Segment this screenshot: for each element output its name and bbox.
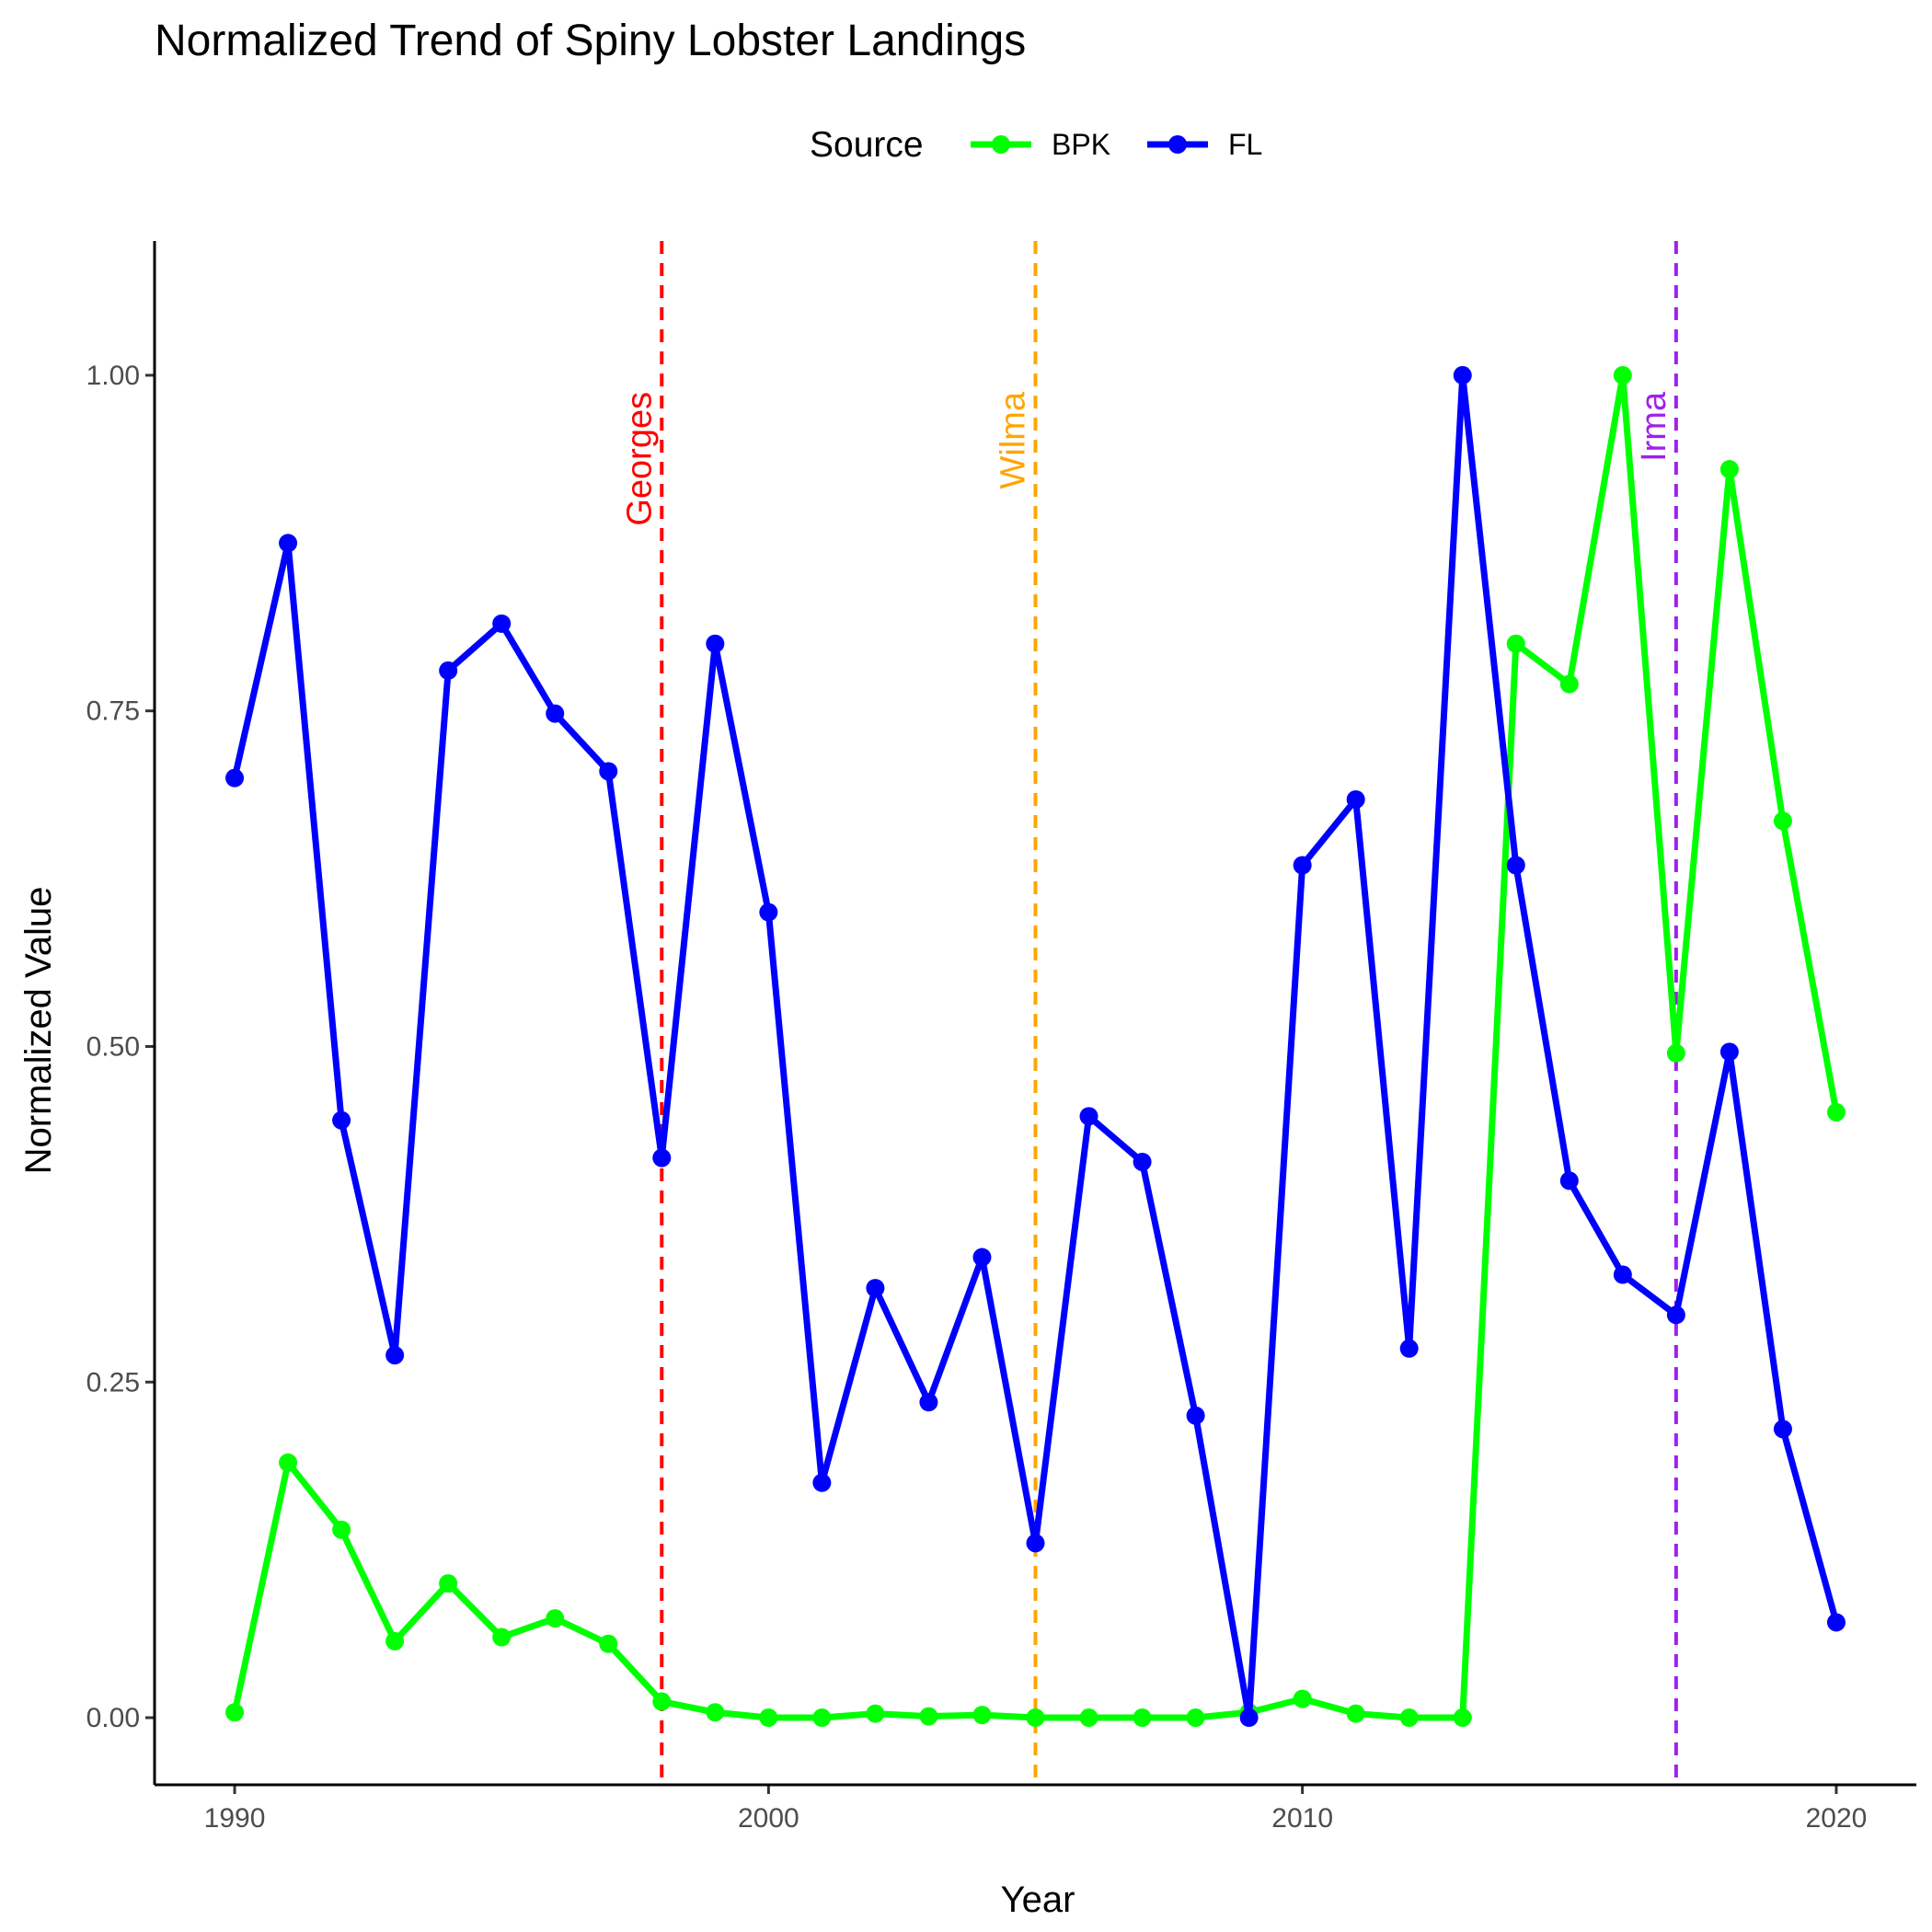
legend-label-fl: FL xyxy=(1228,128,1262,161)
y-tick-label: 0.00 xyxy=(86,1703,140,1733)
data-point-bpk xyxy=(1293,1689,1312,1708)
data-point-fl xyxy=(1453,365,1472,385)
legend-title: Source xyxy=(810,125,924,165)
data-point-fl xyxy=(225,768,245,788)
data-point-bpk xyxy=(599,1634,618,1653)
event-label-wilma: Wilma xyxy=(995,391,1033,489)
data-point-fl xyxy=(546,704,565,723)
legend-key-point-fl xyxy=(1168,135,1187,154)
data-point-fl xyxy=(332,1110,351,1130)
y-tick-label: 0.50 xyxy=(86,1031,140,1062)
data-point-bpk xyxy=(492,1627,512,1647)
x-tick-label: 1990 xyxy=(204,1803,266,1834)
data-point-fl xyxy=(1293,856,1312,875)
data-point-bpk xyxy=(1719,460,1739,479)
data-point-bpk xyxy=(332,1520,351,1539)
data-point-fl xyxy=(1186,1406,1205,1425)
data-point-bpk xyxy=(279,1453,298,1472)
plot-area: Georges Wilma Irma 0.00 0.25 0.50 0.75 1.00 1990… xyxy=(86,241,1868,1834)
y-tick-label: 0.75 xyxy=(86,696,140,727)
x-tick-label: 2010 xyxy=(1271,1803,1333,1834)
data-point-bpk xyxy=(1186,1708,1205,1728)
data-point-bpk xyxy=(1079,1708,1098,1728)
data-point-fl xyxy=(866,1279,885,1298)
data-point-fl xyxy=(279,534,298,553)
data-point-fl xyxy=(1133,1152,1152,1171)
data-point-fl xyxy=(492,614,512,633)
y-tick-label: 1.00 xyxy=(86,361,140,391)
data-point-bpk xyxy=(1613,365,1632,385)
data-point-bpk xyxy=(385,1631,405,1650)
data-point-bpk xyxy=(1026,1708,1045,1728)
data-point-bpk xyxy=(972,1706,992,1725)
data-point-bpk xyxy=(546,1609,565,1628)
data-point-bpk xyxy=(866,1704,885,1723)
data-point-bpk xyxy=(812,1708,832,1728)
data-point-bpk xyxy=(706,1703,725,1722)
legend-label-bpk: BPK xyxy=(1052,128,1110,161)
data-point-fl xyxy=(1666,1305,1685,1325)
data-point-fl xyxy=(1506,856,1525,875)
data-point-fl xyxy=(919,1393,938,1412)
x-tick-label: 2020 xyxy=(1806,1803,1868,1834)
legend: Source BPK FL xyxy=(810,125,1262,165)
data-point-bpk xyxy=(1453,1708,1472,1728)
data-point-bpk xyxy=(1506,634,1525,653)
data-point-fl xyxy=(972,1248,992,1267)
data-point-fl xyxy=(1239,1708,1259,1728)
data-point-fl xyxy=(1826,1613,1846,1632)
data-point-fl xyxy=(1613,1265,1632,1284)
event-label-georges: Georges xyxy=(620,392,659,526)
data-point-fl xyxy=(1719,1042,1739,1062)
data-point-bpk xyxy=(1559,674,1579,694)
data-point-fl xyxy=(1346,789,1365,809)
data-point-fl xyxy=(1773,1420,1792,1439)
data-point-fl xyxy=(759,903,778,922)
data-point-fl xyxy=(385,1346,405,1365)
data-point-fl xyxy=(439,661,458,680)
data-point-bpk xyxy=(652,1692,672,1711)
data-point-bpk xyxy=(225,1703,245,1722)
data-point-fl xyxy=(599,762,618,781)
data-point-fl xyxy=(1559,1171,1579,1190)
data-point-fl xyxy=(652,1148,672,1167)
data-point-fl xyxy=(1026,1534,1045,1553)
event-label-irma: Irma xyxy=(1635,391,1673,462)
data-point-bpk xyxy=(759,1708,778,1728)
data-point-bpk xyxy=(1773,811,1792,831)
y-tick-label: 0.25 xyxy=(86,1367,140,1397)
data-point-bpk xyxy=(1666,1043,1685,1063)
data-point-bpk xyxy=(919,1707,938,1726)
chart-title: Normalized Trend of Spiny Lobster Landin… xyxy=(155,17,1026,65)
data-point-bpk xyxy=(1826,1102,1846,1121)
legend-key-point-bpk xyxy=(992,135,1010,154)
data-point-fl xyxy=(1399,1339,1419,1358)
data-point-fl xyxy=(706,634,725,653)
x-tick-label: 2000 xyxy=(738,1803,799,1834)
data-point-bpk xyxy=(1133,1708,1152,1728)
data-point-bpk xyxy=(1346,1704,1365,1723)
data-point-bpk xyxy=(1399,1708,1419,1728)
data-point-fl xyxy=(1079,1107,1098,1126)
y-axis-title: Normalized Value xyxy=(18,887,59,1175)
x-axis-title: Year xyxy=(1001,1880,1075,1920)
data-point-bpk xyxy=(439,1574,458,1593)
data-point-fl xyxy=(812,1473,832,1492)
